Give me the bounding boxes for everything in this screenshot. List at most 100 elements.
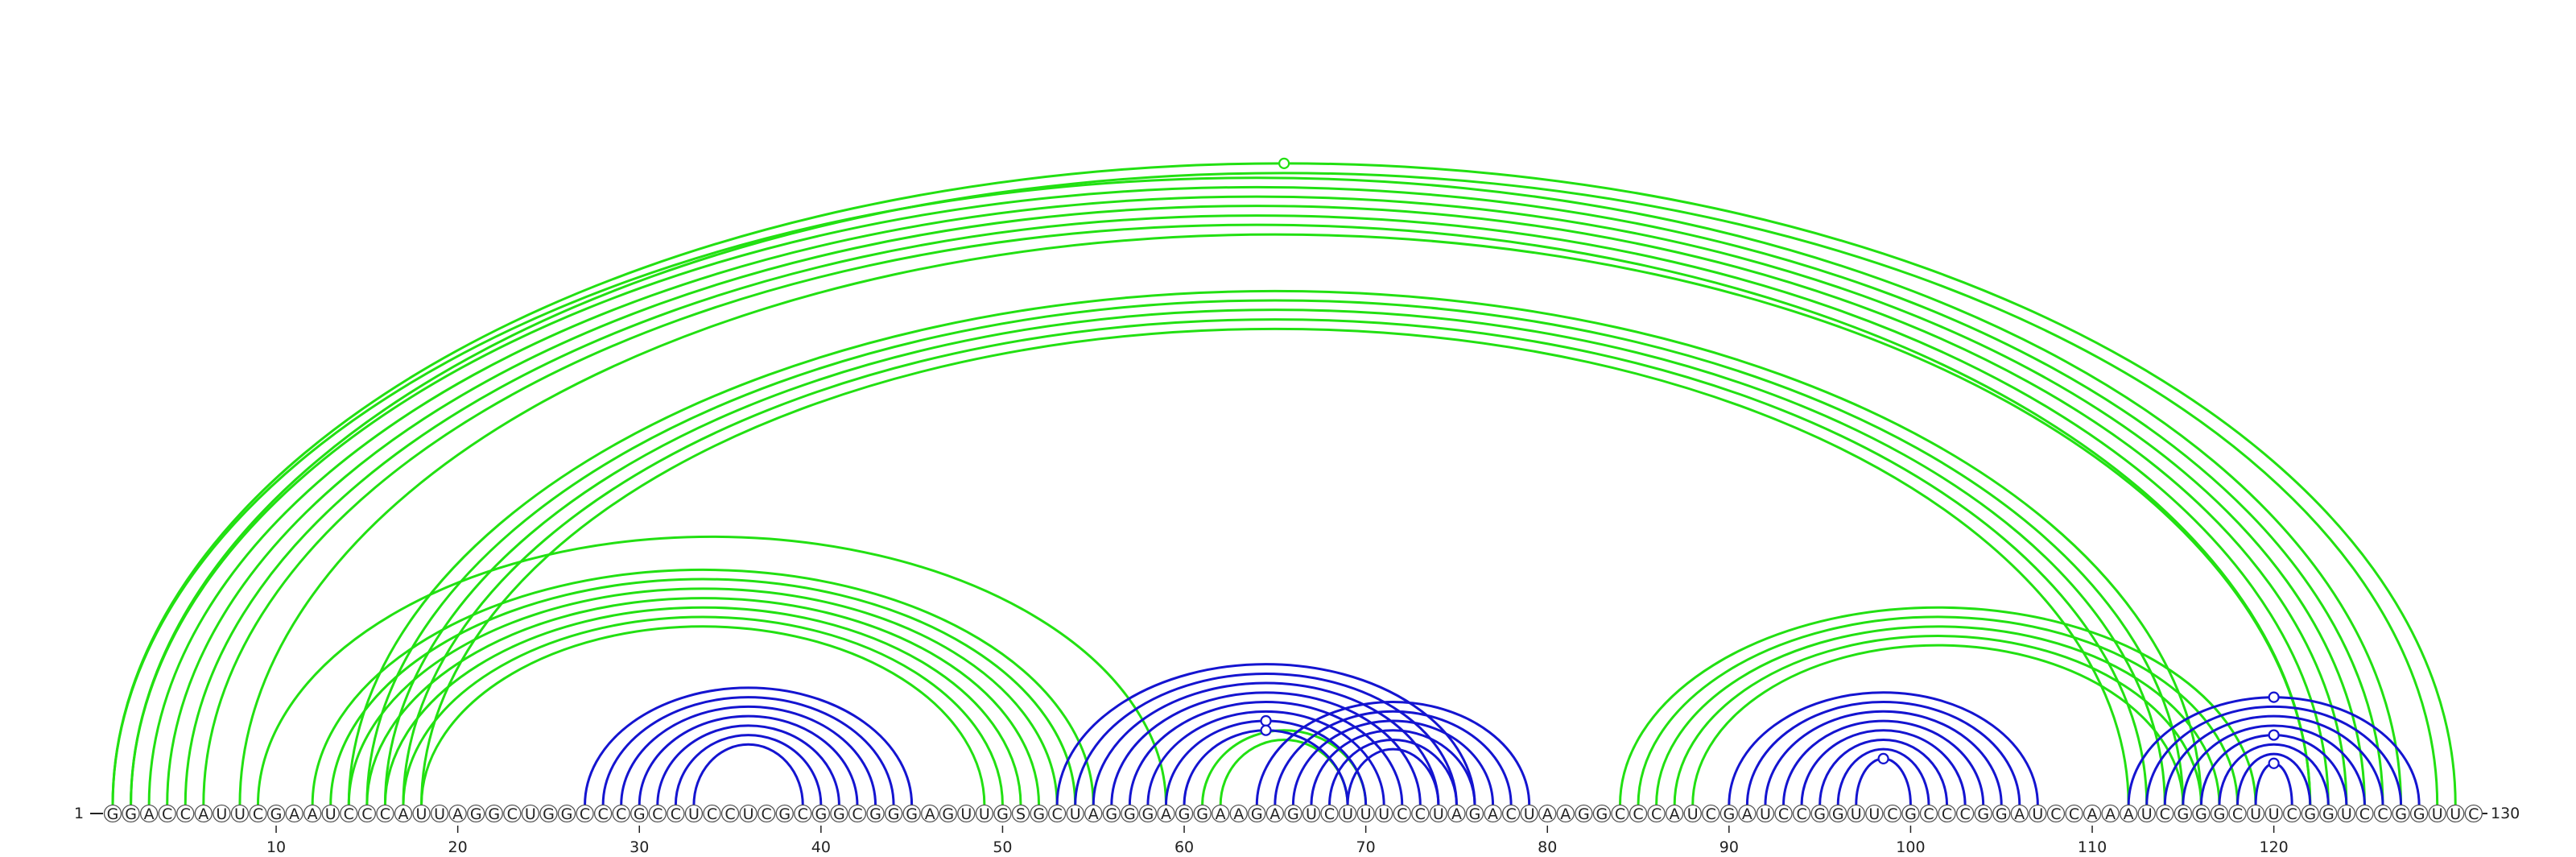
- gu-pair-marker: [2268, 757, 2280, 769]
- nucleotide-letter: G: [1142, 805, 1154, 823]
- nucleotide-circle: [2355, 804, 2374, 823]
- nucleotide-circle: [1992, 804, 2011, 823]
- nucleotide-letter: C: [1397, 805, 1407, 823]
- nucleotide-letter: A: [289, 805, 299, 823]
- axis-tick-label: 20: [448, 838, 468, 856]
- axis-tick-label: 80: [1538, 838, 1557, 856]
- nucleotide-letter: C: [2232, 805, 2243, 823]
- green-long-range-arc: [130, 185, 2384, 805]
- nucleotide-letter: G: [2195, 805, 2207, 823]
- nucleotide-letter: C: [1615, 805, 1625, 823]
- green-long-range-arc: [238, 233, 2312, 805]
- nucleotide-letter: G: [1105, 805, 1117, 823]
- nucleotide-letter: A: [452, 805, 463, 823]
- blue-helix-30s-arc: [656, 724, 840, 805]
- nucleotide-circle: [285, 804, 303, 823]
- nucleotide-letter: G: [1814, 805, 1826, 823]
- nucleotide-circle: [213, 804, 231, 823]
- nucleotide-circle: [1375, 804, 1393, 823]
- nucleotide-letter: U: [960, 805, 972, 823]
- nucleotide-letter: U: [1868, 805, 1880, 823]
- nucleotide-circle: [811, 804, 830, 823]
- nucleotide-letter: A: [2105, 805, 2116, 823]
- nucleotide-circle: [957, 804, 976, 823]
- nucleotide-circle: [2337, 804, 2356, 823]
- nucleotide-circle: [2409, 804, 2429, 823]
- nucleotide-circle: [1084, 804, 1103, 823]
- nucleotide-circle: [648, 804, 667, 823]
- nucleotide-letter: G: [2395, 805, 2407, 823]
- nucleotide-letter: A: [1216, 805, 1226, 823]
- nucleotide-circle: [684, 804, 704, 823]
- blue-helix-120s-arc: [2163, 714, 2384, 805]
- nucleotide-circle: [2174, 804, 2192, 823]
- blue-helix-100s-arc: [1855, 757, 1912, 805]
- nucleotide-letter: U: [1378, 805, 1389, 823]
- nucleotide-letter: A: [144, 805, 155, 823]
- nucleotide-circle: [975, 804, 994, 823]
- nucleotide-circle: [794, 804, 812, 823]
- blue-helix-30s-arc: [692, 743, 804, 805]
- nucleotide-circle: [1302, 804, 1321, 823]
- nucleotide-circle: [775, 804, 794, 823]
- nucleotide-circle: [884, 804, 903, 823]
- nucleotide-letter: S: [1016, 805, 1026, 823]
- nucleotide-letter: U: [979, 805, 990, 823]
- nucleotide-circle: [2029, 804, 2047, 823]
- nucleotide-circle: [848, 804, 867, 823]
- axis-tick-label: 60: [1174, 838, 1194, 856]
- green-long-range-arc: [111, 176, 2403, 805]
- blue-helix-70s-arc: [1310, 729, 1476, 805]
- nucleotide-letter: G: [1996, 805, 2008, 823]
- nucleotide-circle: [2392, 804, 2410, 823]
- green-right-domain-arc: [1637, 615, 2240, 805]
- nucleotide-letter: U: [216, 805, 227, 823]
- nucleotide-letter: C: [597, 805, 608, 823]
- nucleotide-circle: [1157, 804, 1175, 823]
- nucleotide-letter: U: [2250, 805, 2261, 823]
- nucleotide-circle: [2246, 804, 2265, 823]
- base-pair-arcs: [111, 162, 2457, 805]
- nucleotide-circle: [2192, 804, 2211, 823]
- nucleotide-letter: A: [1088, 805, 1099, 823]
- nucleotide-letter: U: [1342, 805, 1353, 823]
- nucleotide-circle: [158, 804, 176, 823]
- sequence-start-label: 1: [74, 805, 84, 822]
- nucleotide-circle: [1938, 804, 1956, 823]
- nucleotide-circle: [2137, 804, 2156, 823]
- nucleotide-letter: G: [1469, 805, 1481, 823]
- nucleotide-letter: G: [942, 805, 954, 823]
- axis-tick-label: 10: [266, 838, 286, 856]
- nucleotide-circle: [1212, 804, 1230, 823]
- green-left-domain-arc: [256, 535, 1167, 805]
- nucleotide-circle: [1284, 804, 1302, 823]
- nucleotide-letter: A: [2124, 805, 2134, 823]
- green-long-range-arc: [202, 223, 2312, 805]
- green-right-domain-arc: [1691, 644, 2185, 805]
- green-left-domain-arc: [365, 596, 1041, 805]
- nucleotide-letter: G: [1596, 805, 1608, 823]
- blue-helix-120s-arc: [2127, 696, 2421, 805]
- nucleotide-circle: [1702, 804, 1720, 823]
- nucleotide-letter: C: [2050, 805, 2061, 823]
- nucleotide-letter: U: [2141, 805, 2153, 823]
- nucleotide-letter: A: [1742, 805, 1752, 823]
- nucleotide-circle: [412, 804, 431, 823]
- green-long-range-arc: [383, 308, 2166, 805]
- nucleotide-circle: [376, 804, 394, 823]
- nucleotide-letter: U: [416, 805, 427, 823]
- nucleotide-letter: G: [1832, 805, 1844, 823]
- nucleotide-circle: [1484, 804, 1502, 823]
- nucleotide-letter: G: [815, 805, 827, 823]
- blue-helix-100s-arc: [1800, 729, 1967, 805]
- nucleotide-circle: [630, 804, 649, 823]
- nucleotide-circle: [2046, 804, 2066, 823]
- nucleotide-letter: G: [888, 805, 900, 823]
- nucleotide-letter: C: [652, 805, 663, 823]
- green-right-domain-arc: [1673, 634, 2202, 805]
- blue-helix-60s-arc: [1074, 672, 1458, 805]
- nucleotide-circle: [1102, 804, 1121, 823]
- nucleotide-letter: U: [1070, 805, 1081, 823]
- nucleotide-circle: [667, 804, 685, 823]
- nucleotide-circle: [2083, 804, 2102, 823]
